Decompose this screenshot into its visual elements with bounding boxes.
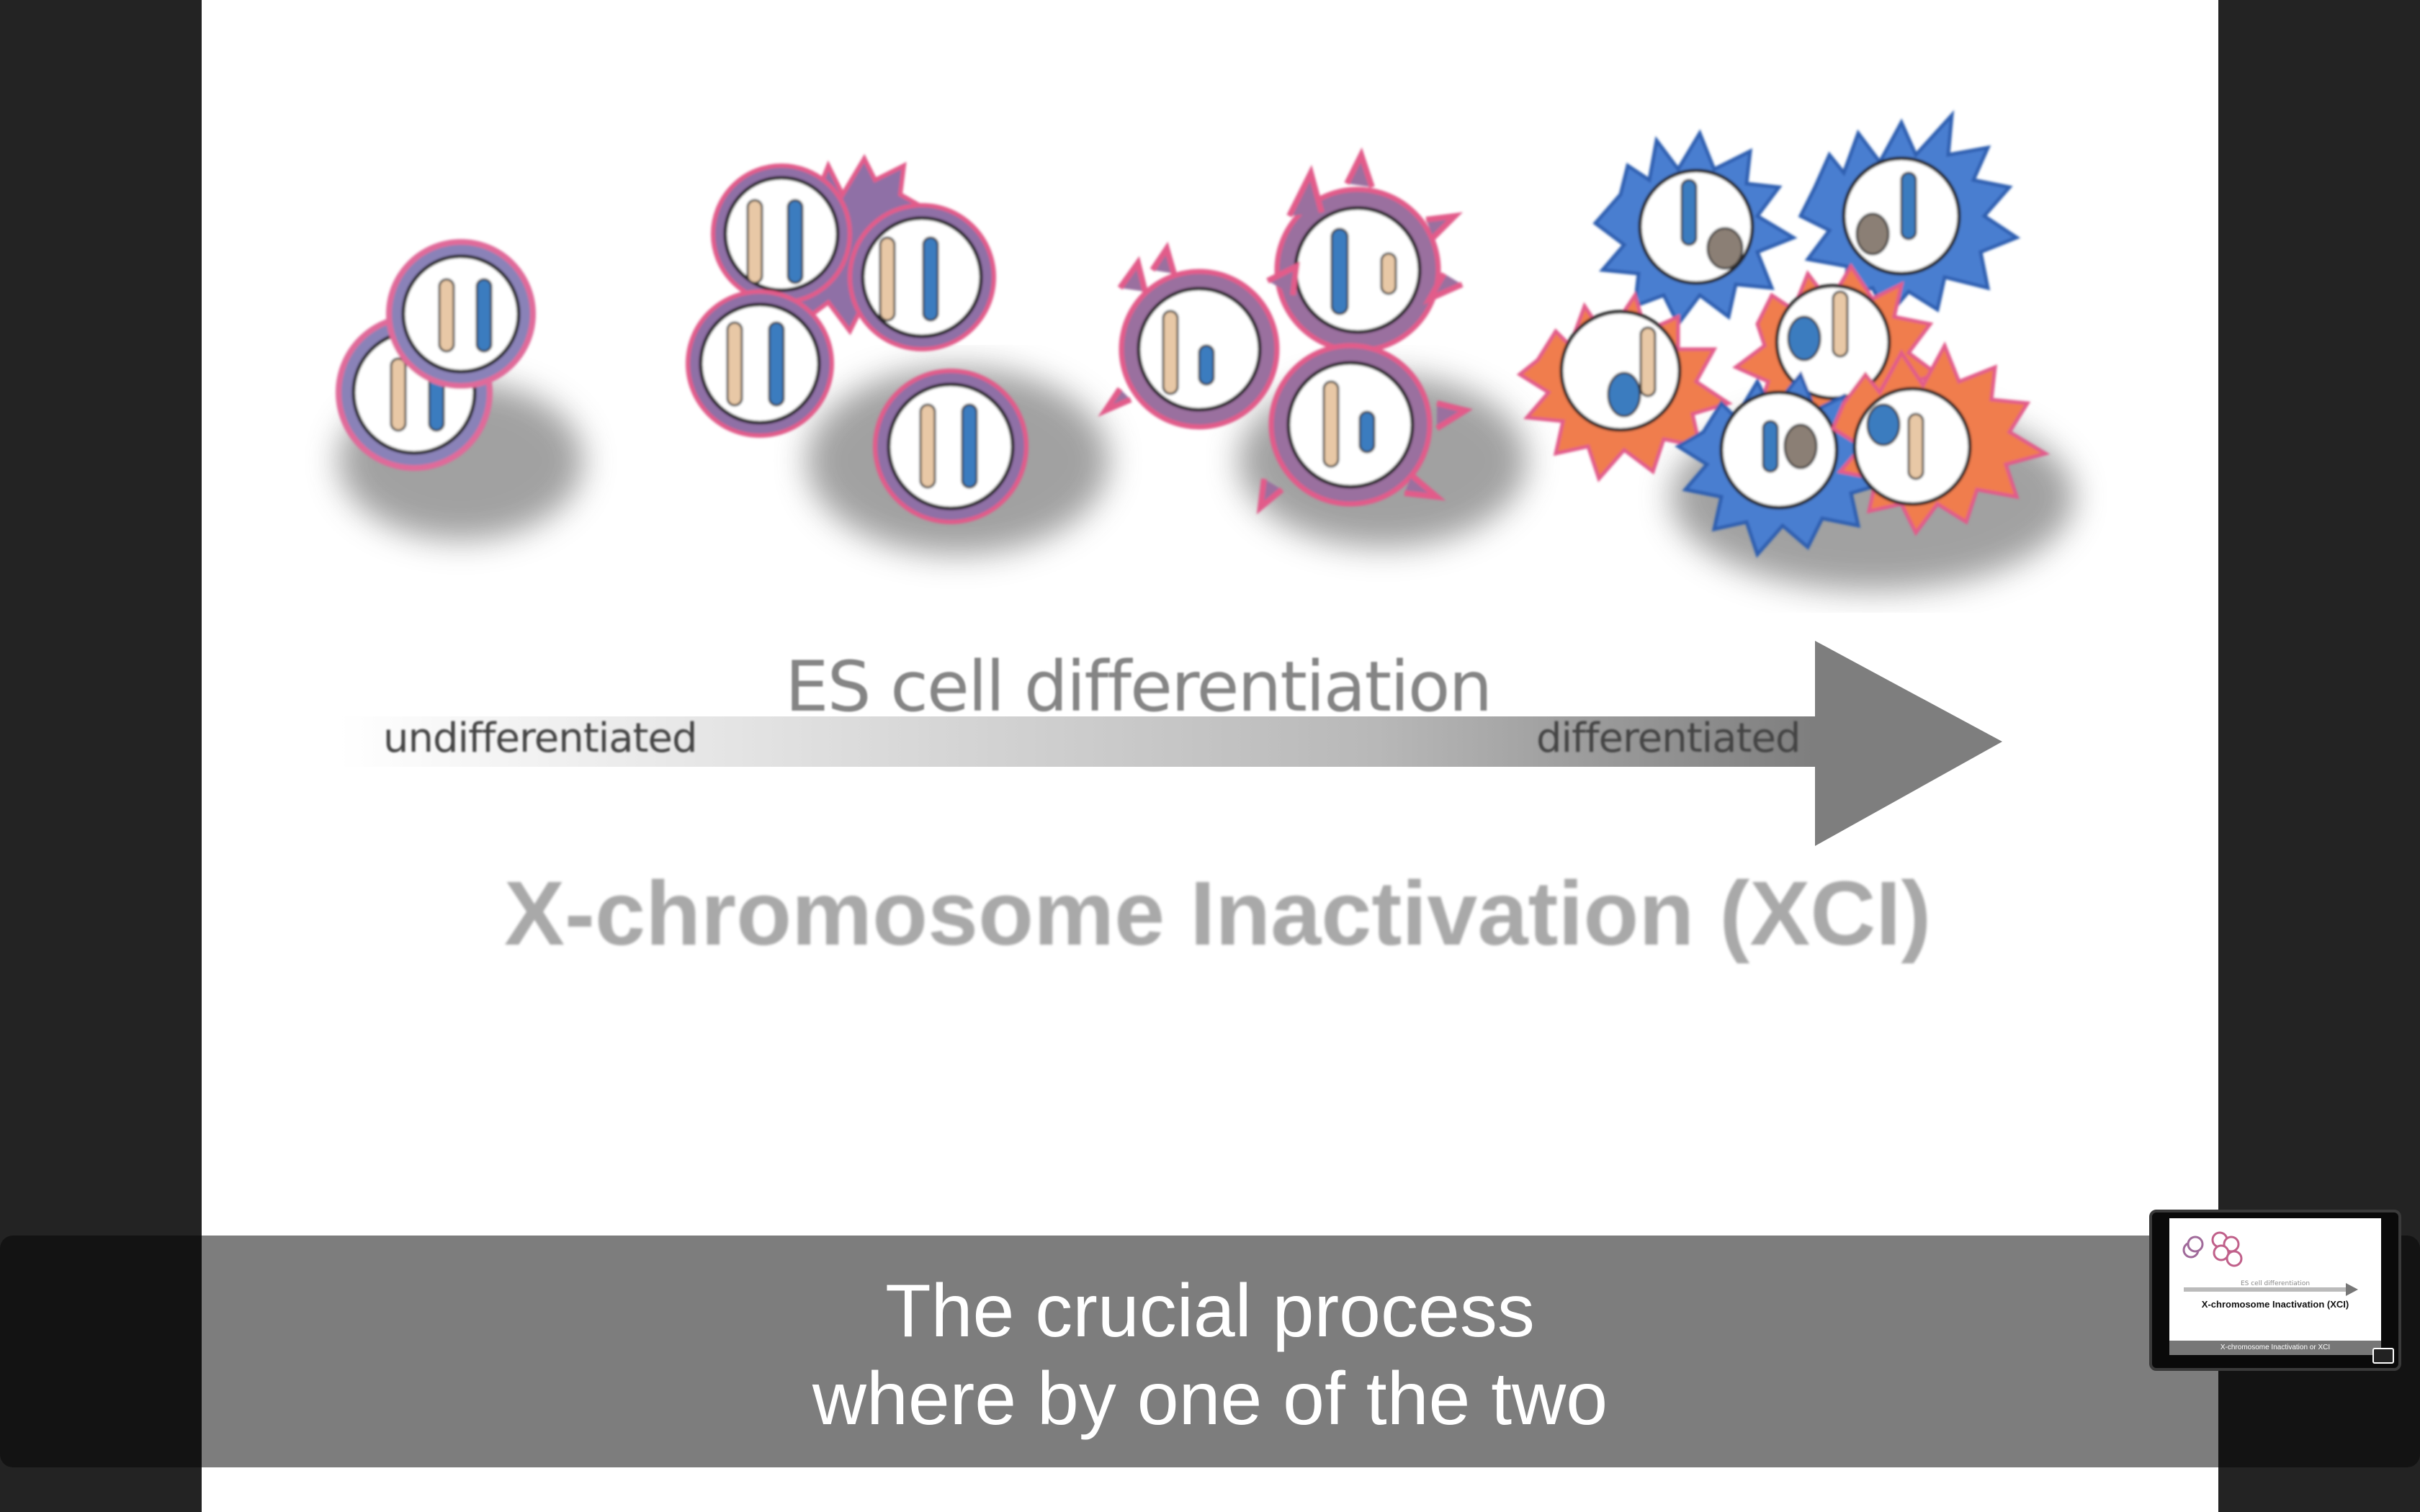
cell-group-differentiated [1516, 109, 2051, 558]
pip-title: X-chromosome Inactivation (XCI) [2201, 1299, 2349, 1310]
undifferentiated-label: undifferentiated [383, 715, 697, 762]
differentiation-arrow [339, 641, 2002, 846]
cell-group-early [686, 153, 1028, 524]
caption-line-1: The crucial process [885, 1269, 1535, 1353]
slide-title: X-chromosome Inactivation (XCI) [504, 863, 1932, 964]
es-cell-differentiation-label: ES cell differentiation [785, 647, 1492, 727]
expand-icon[interactable] [2372, 1348, 2394, 1364]
xci-illustration [336, 109, 2074, 846]
pip-stage-label: ES cell differentiation [2240, 1280, 2311, 1287]
subtitle-caption: The crucial process where by one of the … [202, 1236, 2218, 1467]
pip-slide-preview: ES cell differentiation X-chromosome Ina… [2169, 1218, 2381, 1355]
pip-caption: X-chromosome Inactivation or XCI [2169, 1341, 2381, 1355]
pip-cells-graphic [2182, 1231, 2358, 1296]
cell-group-intermediate [1098, 147, 1474, 515]
caption-line-2: where by one of the two [812, 1357, 1608, 1441]
differentiated-label: differentiated [1536, 715, 1801, 762]
cell-group-undifferentiated [336, 239, 536, 471]
picture-in-picture-thumbnail[interactable]: ES cell differentiation X-chromosome Ina… [2149, 1210, 2401, 1371]
